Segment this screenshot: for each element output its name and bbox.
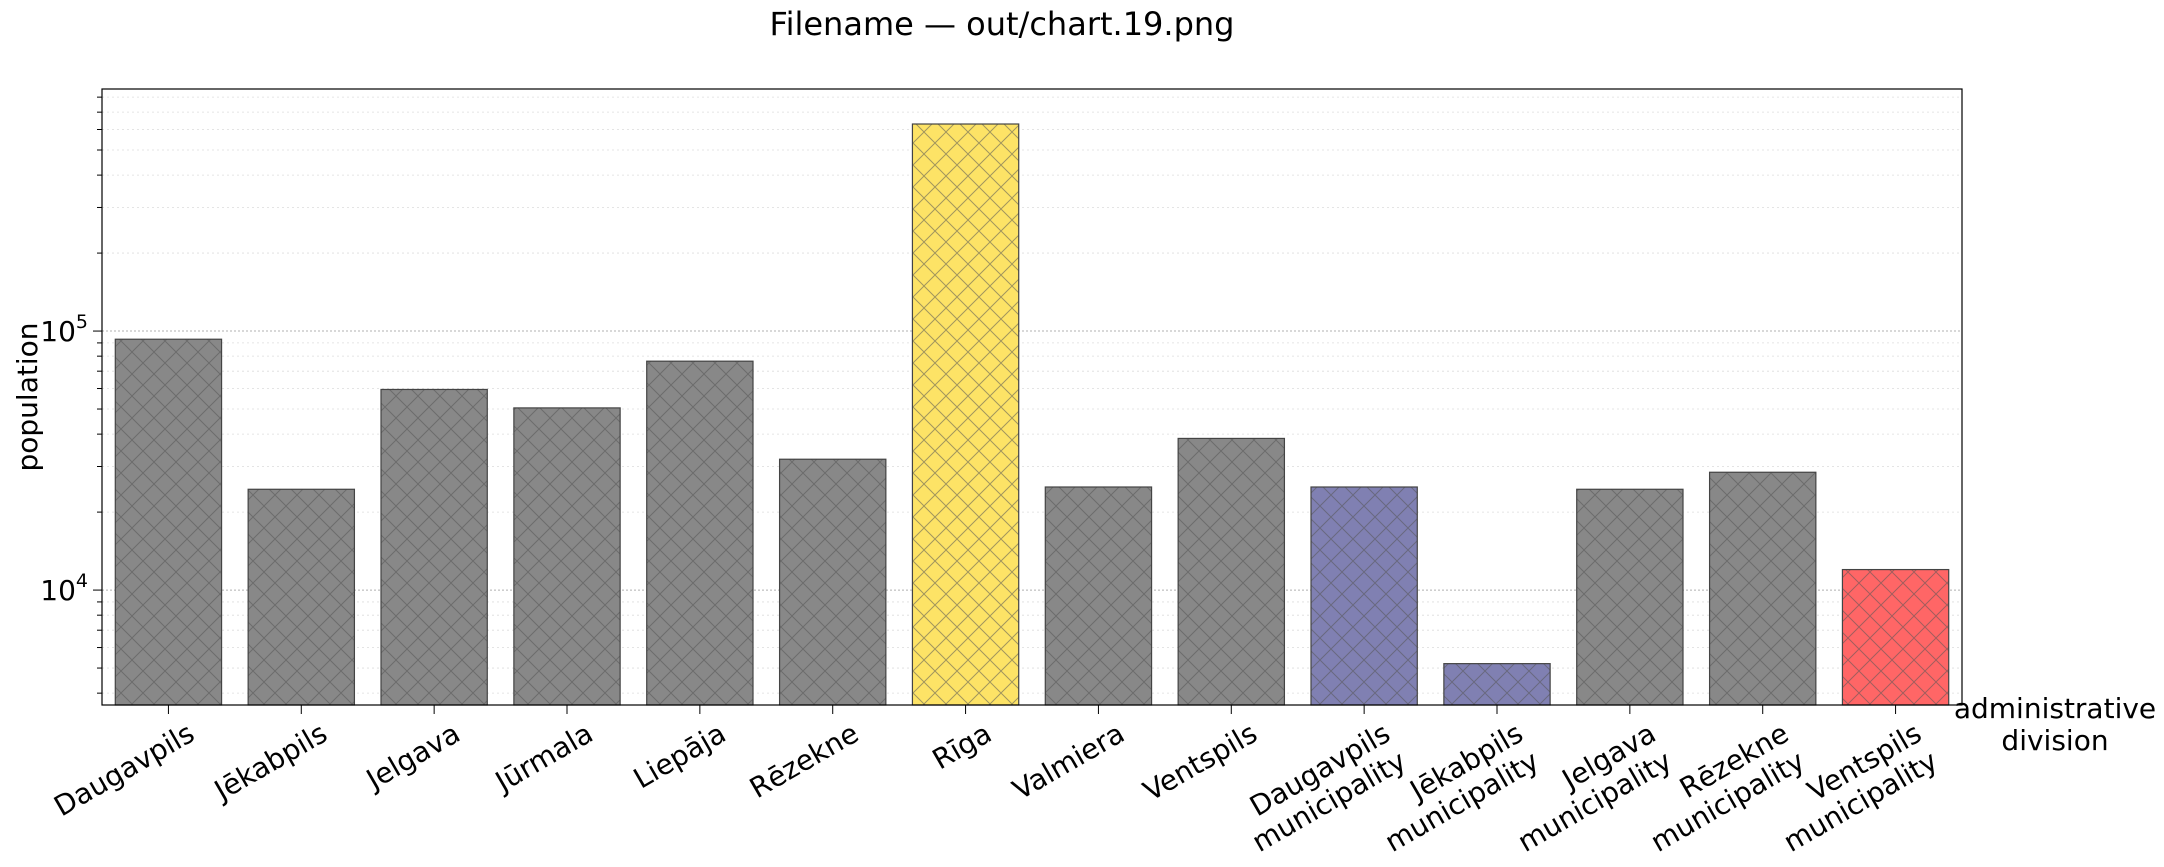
bars [114, 123, 1950, 706]
bar-hatch [114, 338, 223, 706]
bar-hatch [247, 488, 356, 706]
y-axis-label: population [11, 323, 44, 472]
bar-hatch [1310, 486, 1418, 706]
y-tick-label: 105 [40, 311, 88, 348]
y-tick-base: 10 [40, 315, 76, 348]
bar-hatch [380, 388, 488, 706]
x-axis-label-line: administrative [1954, 692, 2156, 725]
bar-hatch [1841, 568, 1950, 706]
bar-hatch [1177, 437, 1286, 706]
ticks [93, 96, 1897, 714]
plot-frame [101, 88, 1963, 706]
bar-hatch [646, 360, 754, 706]
chart-title: Filename — out/chart.19.png [770, 5, 1235, 43]
y-tick-label: 104 [40, 570, 88, 607]
x-axis-label: administrative division [1954, 692, 2156, 757]
x-axis-label-line: division [2001, 724, 2108, 757]
bar-hatch [1708, 471, 1817, 706]
y-tick-exponent: 4 [76, 570, 88, 592]
y-tick-base: 10 [40, 574, 76, 607]
bar-hatch [778, 458, 887, 706]
bar-hatch [1443, 663, 1551, 706]
bar-hatch [911, 123, 1020, 706]
bar-hatch [1576, 488, 1684, 706]
bar-hatch [1044, 486, 1153, 706]
bar-hatch [513, 407, 621, 706]
y-tick-exponent: 5 [76, 311, 88, 333]
